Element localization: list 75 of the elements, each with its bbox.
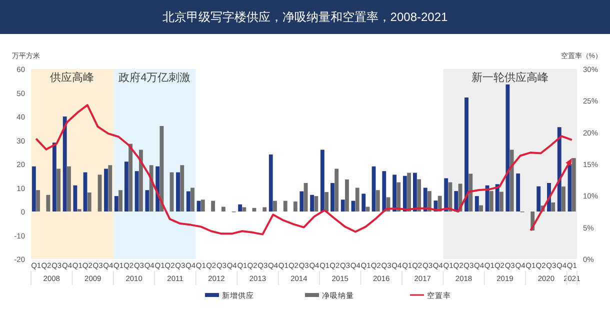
bar [128,144,133,212]
bar [506,84,510,212]
bar [180,165,184,212]
bar [324,192,329,212]
bar [423,188,428,212]
bar [362,194,366,212]
bar [407,172,411,212]
bar [376,190,380,212]
band-label: 新一轮供应高峰 [472,71,549,84]
bar [572,158,576,212]
bar [479,205,483,212]
bar [412,172,417,212]
bar [557,127,562,212]
bar [104,168,108,212]
bar [300,191,304,212]
bar [160,126,164,212]
chart-title: 北京甲级写字楼供应，净吸纳量和空置率，2008-2021 [162,10,448,24]
bar [114,196,118,212]
bar [551,202,556,212]
bar [392,174,396,212]
bar [382,171,386,212]
bar [190,188,194,212]
bar [489,191,494,212]
bar [186,191,190,212]
bar [268,154,273,212]
bar [46,194,50,212]
bar [98,174,102,212]
bar [293,202,298,212]
bar [320,150,324,212]
bar [510,150,514,212]
bar [345,179,349,212]
bar [273,200,277,212]
bar [562,186,566,212]
bar [334,168,339,212]
band-label: 供应高峰 [50,71,94,84]
bar [36,190,40,212]
bar [310,194,314,212]
bar [454,191,458,212]
band-label: 政府4万亿刺激 [118,71,191,84]
bar [52,142,56,212]
bar [134,171,139,212]
bar [221,206,226,212]
bar [536,186,541,212]
bar [56,168,61,212]
bar [396,182,401,212]
line-series [35,104,573,236]
bar [474,196,479,212]
bar [464,98,468,212]
bar [495,184,500,212]
bar [283,200,288,212]
bar [516,174,520,212]
bar [314,196,318,212]
bar [200,200,205,212]
bar [32,166,36,212]
bar [468,174,473,212]
bar [176,172,180,212]
bar [355,188,360,212]
bar [238,204,242,212]
bar [262,207,267,212]
bar [138,150,143,212]
bar [108,165,112,212]
bar [118,190,122,212]
bar [87,192,92,212]
bar [145,190,150,212]
bar [330,183,334,212]
bar [402,176,407,212]
bar [499,192,504,212]
bar [340,200,345,212]
bar [444,178,448,212]
bar [62,116,67,212]
bar [242,207,246,212]
bar [124,162,128,212]
bar [211,200,215,212]
bar [66,166,71,212]
bar [417,179,422,212]
